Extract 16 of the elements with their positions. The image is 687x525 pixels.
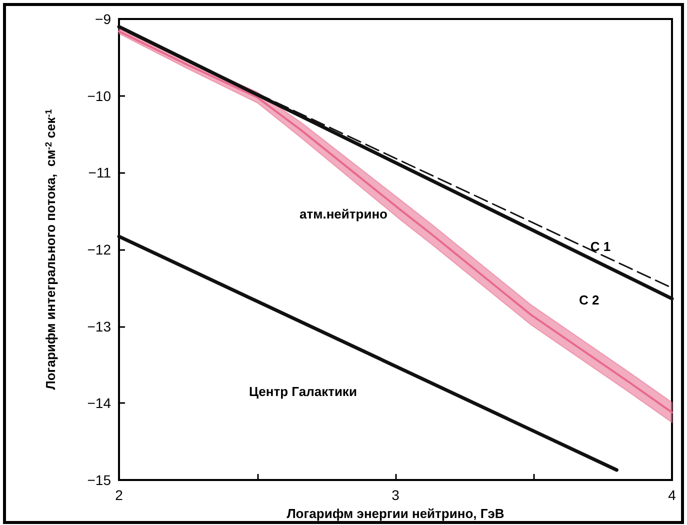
y-tick-label: −11 [88, 164, 112, 181]
x-axis-title: Логарифм энергии нейтрино, ГэВ [286, 506, 504, 521]
y-tick-label: −14 [87, 395, 112, 412]
y-tick-label: −12 [87, 242, 112, 258]
text: C 2 [578, 292, 600, 308]
y-tick-label: −15 [87, 472, 112, 488]
y-axis-title: Логарифм интегрального потока, см-2 сек-1 [43, 109, 58, 390]
x-tick-label: 3 [392, 487, 400, 503]
y-tick-label: −10 [87, 88, 112, 104]
text: Центр Галактики [248, 384, 357, 400]
y-tick-label: −13 [87, 318, 112, 334]
x-tick-label: 2 [115, 487, 124, 503]
x-tick-label: 4 [668, 487, 676, 503]
series-label: C 1 [590, 238, 611, 254]
series-label: атм.нейтрино [300, 206, 388, 222]
y-tick-label: −9 [95, 11, 112, 27]
